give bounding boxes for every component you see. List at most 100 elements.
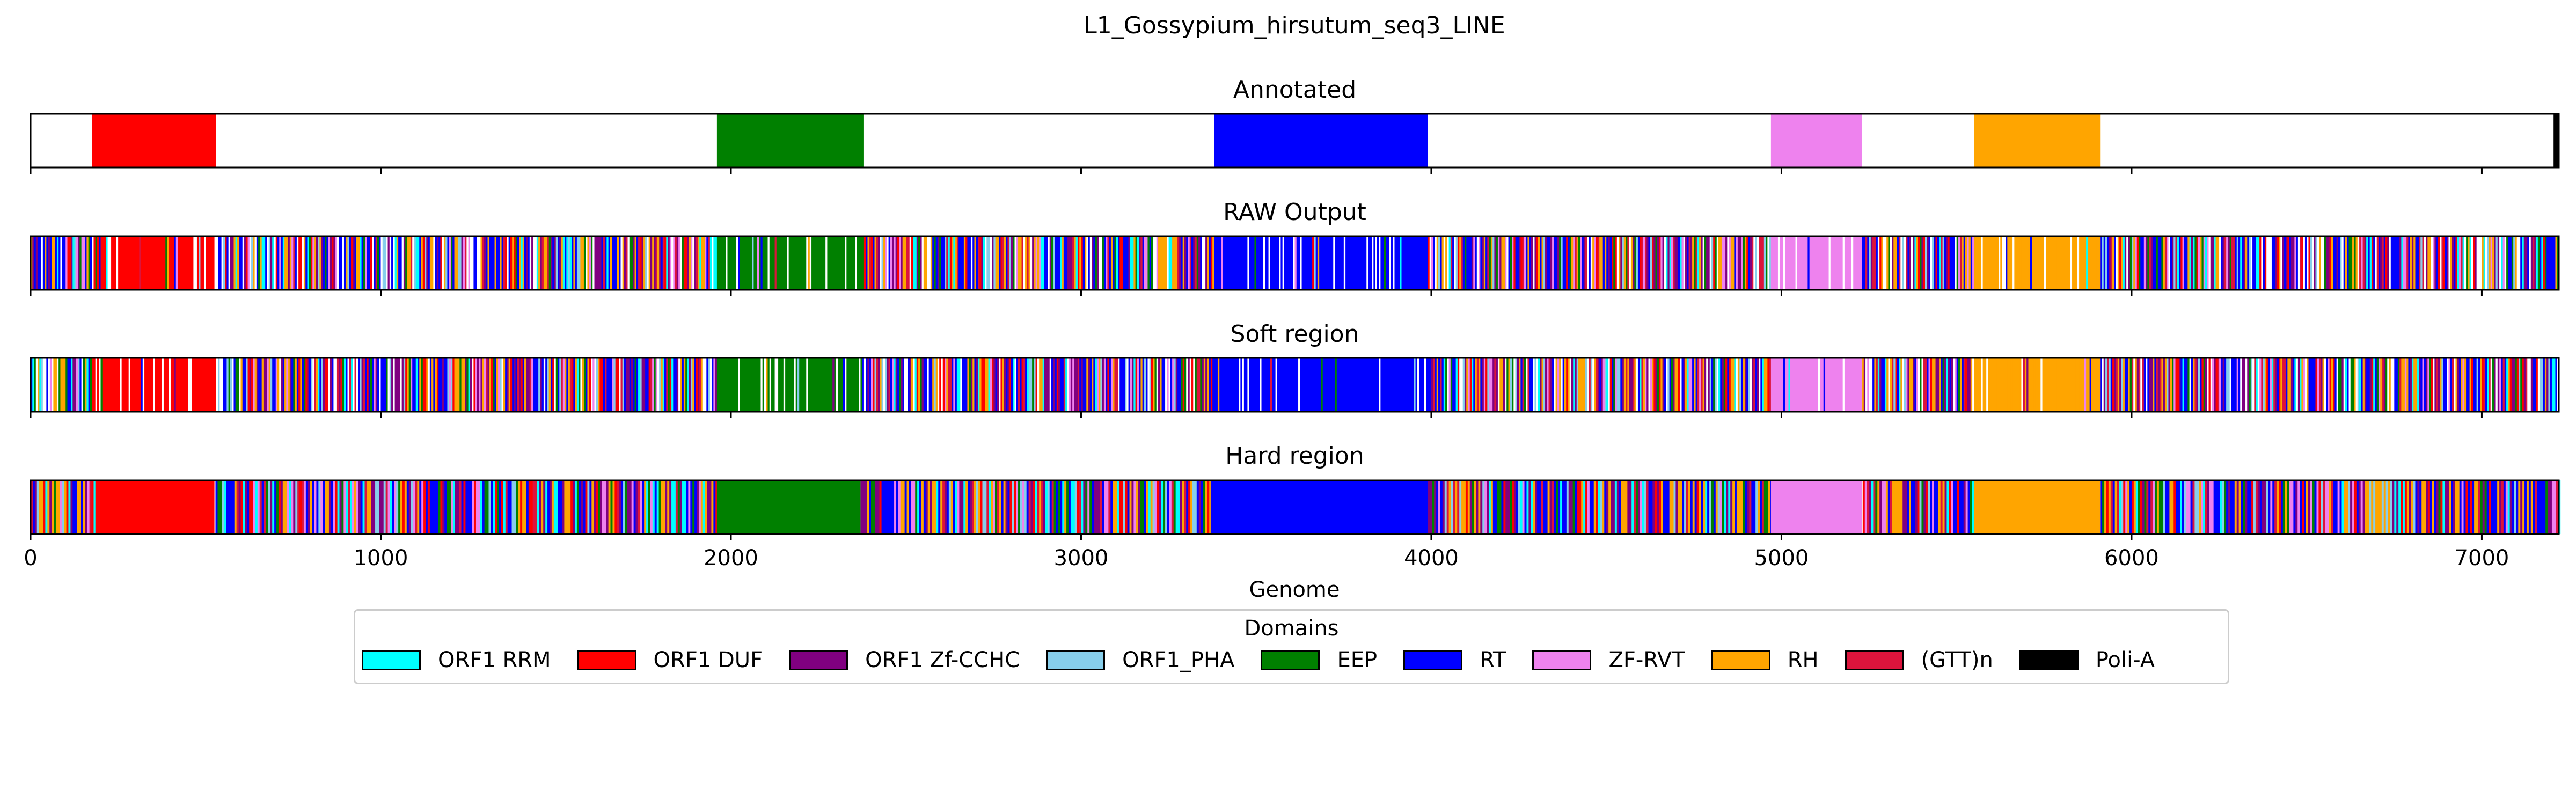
stripe	[750, 358, 752, 412]
stripe	[1154, 480, 1158, 534]
stripe	[1640, 358, 1642, 412]
stripe	[468, 236, 471, 290]
stripe	[2530, 358, 2533, 412]
stripe	[1536, 358, 1539, 412]
stripe	[293, 358, 296, 412]
stripe	[829, 358, 831, 412]
stripe	[1683, 236, 1686, 290]
x-tick-label: 3000	[1054, 546, 1109, 570]
stripe	[309, 358, 311, 412]
stripe	[163, 236, 166, 290]
stripe	[1053, 480, 1057, 534]
stripe	[2277, 358, 2279, 412]
stripe	[1192, 480, 1195, 534]
stripe	[687, 236, 690, 290]
stripe	[2182, 480, 2185, 534]
stripe	[2499, 480, 2502, 534]
stripe	[2501, 236, 2504, 290]
stripe	[2442, 480, 2445, 534]
stripe	[2273, 236, 2276, 290]
stripe	[723, 236, 726, 290]
stripe	[969, 236, 971, 290]
stripe	[2217, 236, 2220, 290]
stripe	[83, 480, 86, 534]
stripe	[1089, 236, 1092, 290]
stripe	[1780, 236, 1782, 290]
stripe	[2345, 236, 2347, 290]
stripe	[1763, 480, 1767, 534]
stripe	[387, 358, 390, 412]
stripe	[1723, 358, 1726, 412]
stripe	[1960, 358, 1963, 412]
stripe	[1970, 236, 1973, 290]
stripe	[2438, 358, 2440, 412]
stripe	[986, 236, 989, 290]
stripe	[1107, 236, 1110, 290]
stripe	[1069, 358, 1071, 412]
stripe	[372, 358, 375, 412]
stripe	[2484, 480, 2487, 534]
stripe	[1552, 480, 1554, 534]
stripe	[2279, 236, 2281, 290]
stripe	[2238, 236, 2241, 290]
stripe	[104, 358, 106, 412]
stripe	[1018, 236, 1020, 290]
stripe	[579, 358, 581, 412]
stripe	[622, 236, 625, 290]
stripe	[475, 480, 479, 534]
stripe	[745, 236, 747, 290]
stripe	[1622, 358, 1624, 412]
stripe	[1737, 358, 1740, 412]
stripe	[2392, 236, 2395, 290]
stripe	[1657, 236, 1659, 290]
stripe	[830, 358, 833, 412]
stripe	[894, 480, 897, 534]
stripe	[2156, 480, 2160, 534]
stripe	[1806, 358, 1809, 412]
stripe	[1872, 236, 1875, 290]
stripe	[364, 480, 367, 534]
stripe	[657, 358, 660, 412]
stripe	[2180, 236, 2183, 290]
stripe	[1454, 358, 1457, 412]
stripe	[1177, 236, 1180, 290]
stripe	[1944, 236, 1946, 290]
stripe	[2493, 480, 2496, 534]
stripe	[846, 236, 849, 290]
stripe	[34, 480, 38, 534]
stripe	[1547, 358, 1549, 412]
stripe	[528, 358, 530, 412]
stripe	[1277, 358, 1279, 412]
stripe	[2445, 358, 2447, 412]
stripe	[716, 358, 719, 412]
stripe	[917, 480, 920, 534]
stripe	[74, 236, 77, 290]
stripe	[2119, 358, 2121, 412]
stripe	[1818, 358, 1820, 412]
stripe	[1089, 480, 1092, 534]
stripe	[192, 236, 194, 290]
stripe	[1205, 480, 1208, 534]
stripe	[2164, 358, 2167, 412]
stripe	[521, 236, 523, 290]
stripe	[1562, 358, 1565, 412]
stripe	[1837, 358, 1840, 412]
stripe	[1660, 358, 1663, 412]
stripe	[720, 236, 723, 290]
stripe	[2067, 236, 2069, 290]
stripe	[1763, 358, 1766, 412]
stripe	[2371, 480, 2374, 534]
stripe	[263, 236, 266, 290]
stripe	[1363, 236, 1365, 290]
stripe	[2321, 358, 2323, 412]
stripe	[238, 480, 241, 534]
stripe	[1476, 236, 1479, 290]
stripe	[1535, 480, 1538, 534]
stripe	[392, 480, 394, 534]
stripe	[888, 480, 890, 534]
stripe	[1963, 236, 1966, 290]
stripe	[2193, 236, 2196, 290]
legend-label: ORF1_PHA	[1122, 648, 1235, 672]
stripe	[2266, 358, 2269, 412]
stripe	[2468, 480, 2470, 534]
